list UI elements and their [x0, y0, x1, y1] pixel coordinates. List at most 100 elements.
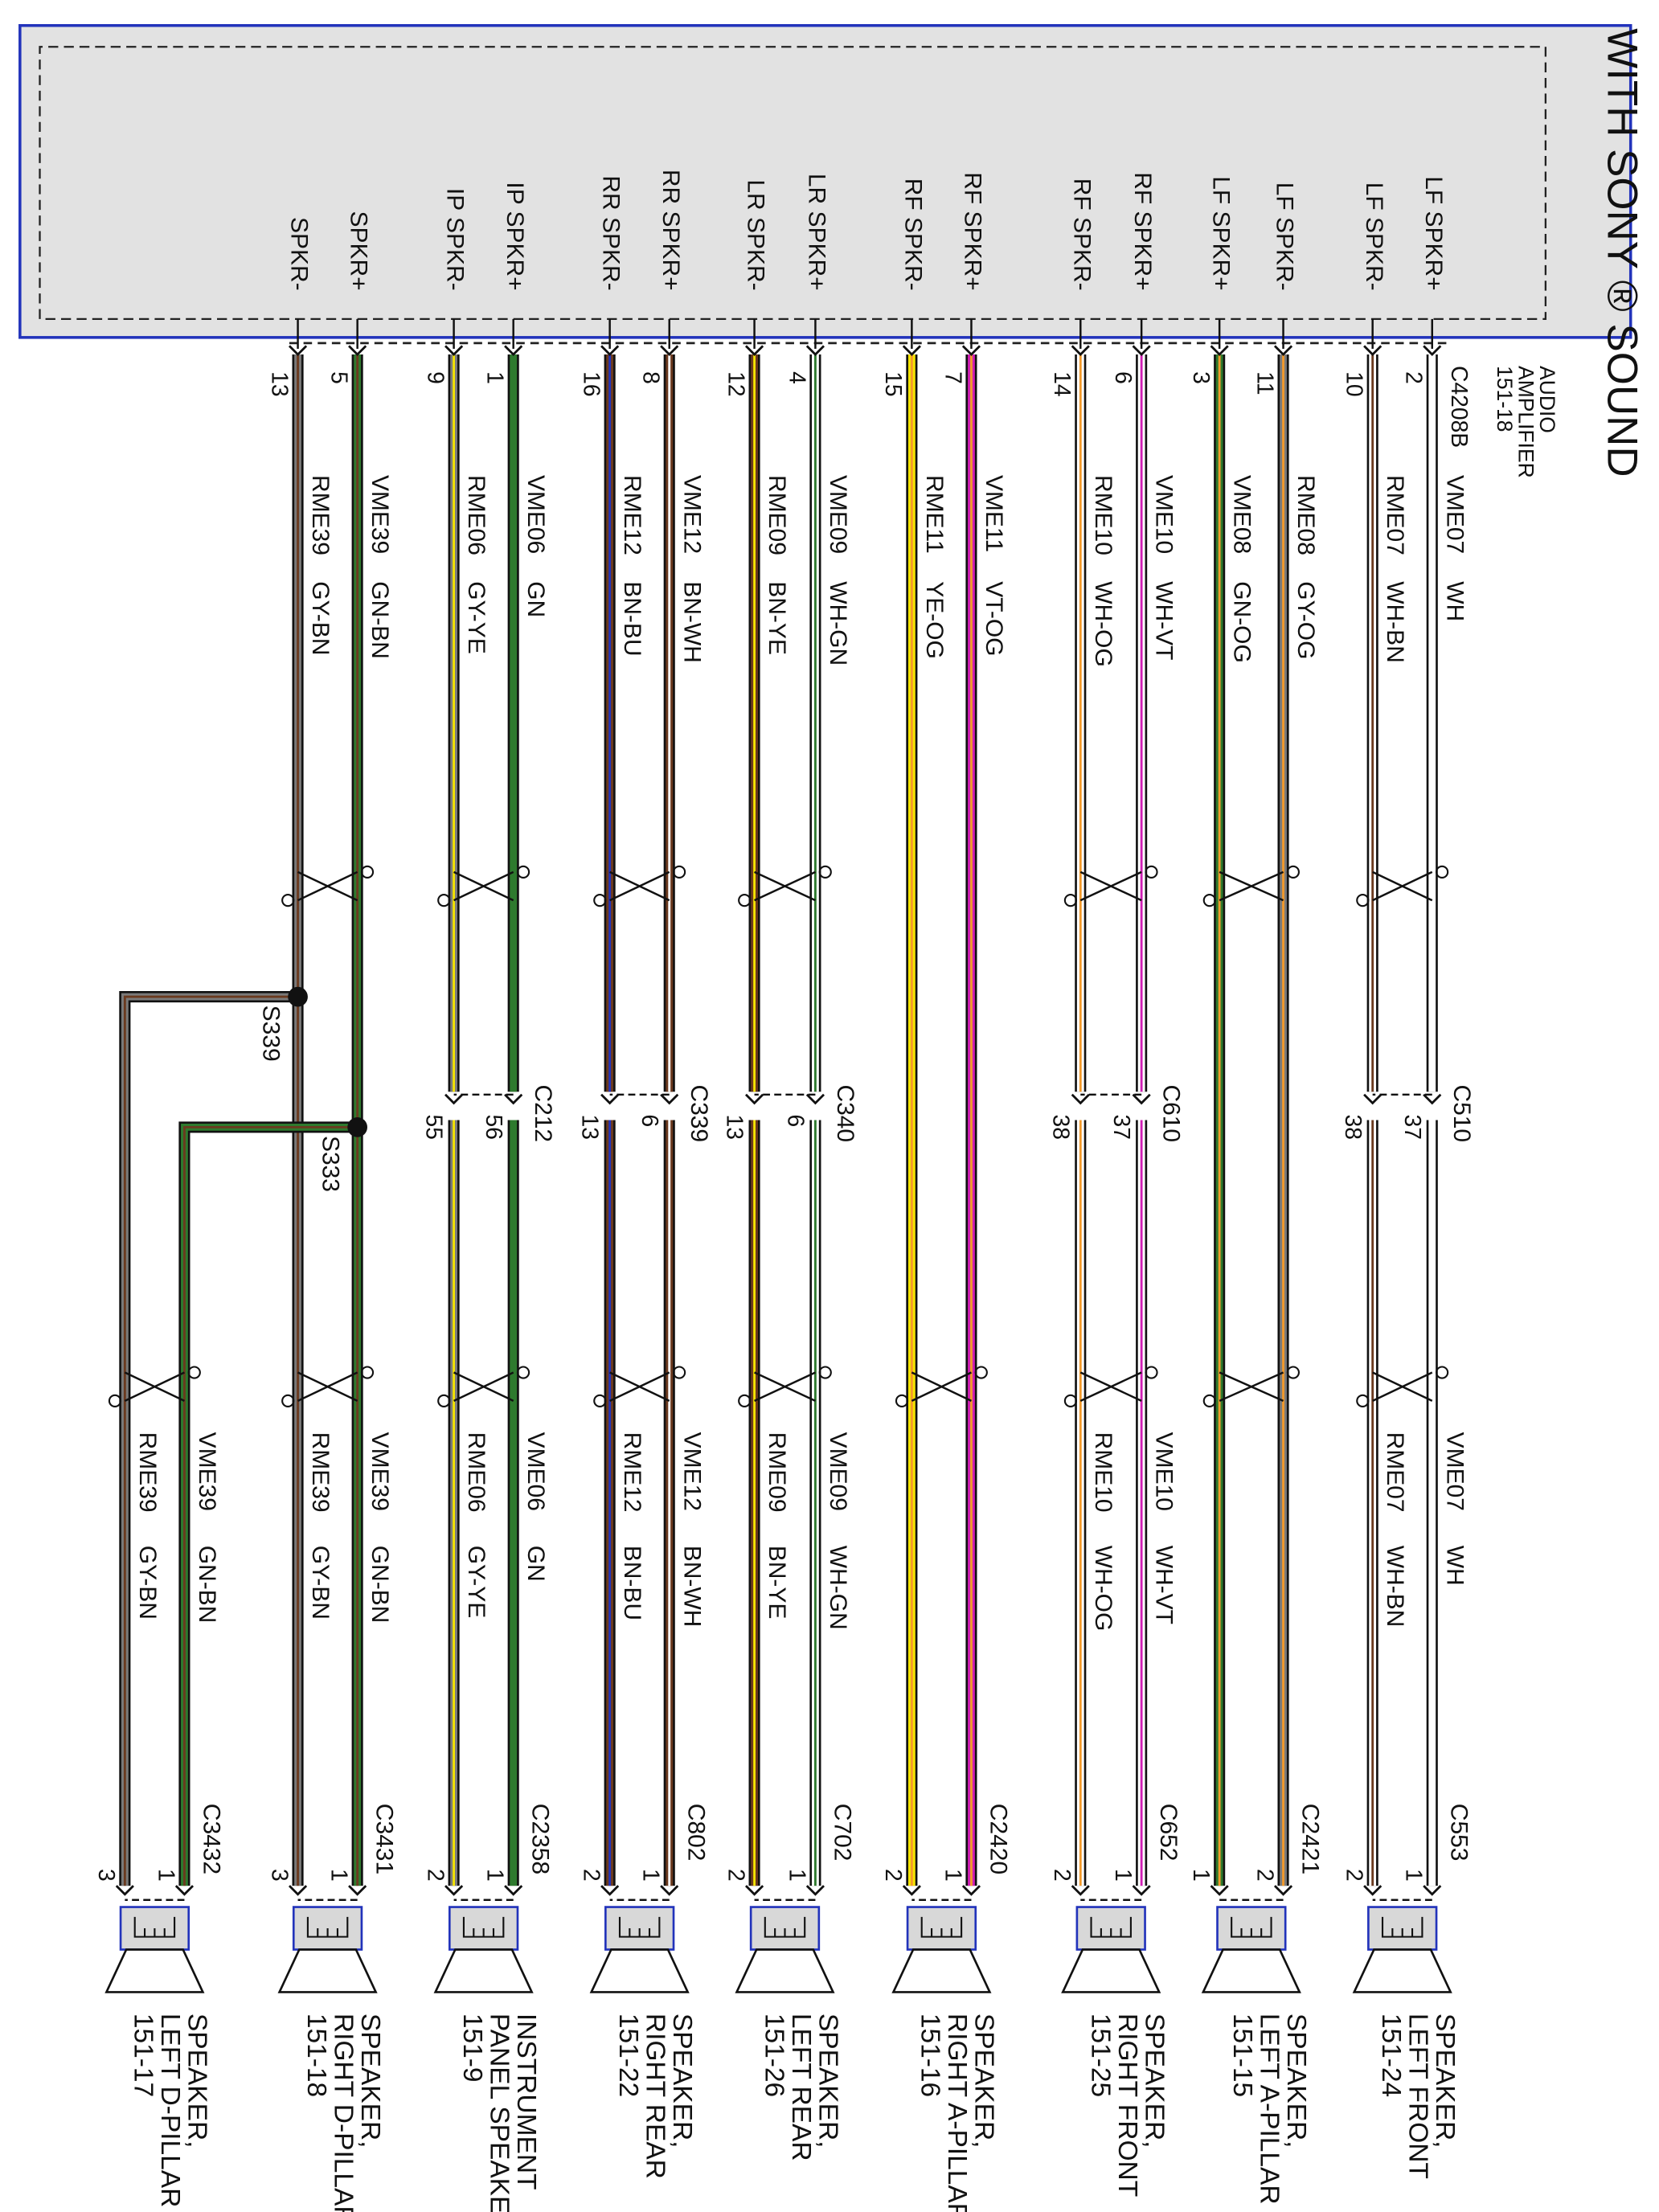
twist-loop [1286, 1366, 1301, 1379]
twist [1079, 870, 1142, 902]
amplifier-box [18, 23, 1632, 339]
twist-loop [1286, 865, 1301, 879]
connector-terminal [1132, 1093, 1151, 1105]
speaker-name: RIGHT D-PILLAR [328, 2013, 358, 2212]
twist-loop [516, 1366, 530, 1379]
speaker-name: SPEAKER, [969, 2013, 999, 2149]
speaker-connector: C3432 [198, 1804, 224, 1874]
circuit-label: RME07 [1382, 1432, 1408, 1513]
connector-terminal [444, 1093, 464, 1105]
wire-color-label: GY-YE [463, 581, 490, 654]
speaker-coil [1381, 1916, 1423, 1938]
connector-terminal [961, 1885, 981, 1896]
pin-number: 7 [940, 371, 966, 384]
circuit-label: RME07 [1382, 475, 1408, 555]
splice-label: S333 [317, 1136, 343, 1192]
inline-connector: C610 [1157, 1084, 1184, 1142]
connector-terminal [504, 1093, 523, 1105]
wire-color-label: BN-YE [764, 581, 790, 655]
pin-number: 2 [1050, 1869, 1075, 1882]
wire-color-label: WH-VT [1151, 1546, 1178, 1624]
speaker-connector: C3431 [371, 1804, 397, 1874]
speaker-ref: 151-17 [129, 2013, 158, 2097]
twist-loop [1356, 894, 1370, 907]
wire-color-label: GN-BN [194, 1546, 220, 1624]
connector-terminal [504, 1885, 523, 1896]
speaker-name: RIGHT FRONT [1112, 2013, 1142, 2197]
speaker-ref: 151-22 [613, 2013, 643, 2097]
pin-number: 38 [1341, 1115, 1366, 1140]
pin-number: 3 [1189, 371, 1215, 384]
circuit-label: VME12 [678, 1432, 705, 1511]
circuit-label: RME12 [619, 1432, 645, 1513]
diagram-body: WITH SONY ® SOUND AUDIO AMPLIFIER 151-18… [18, 23, 1646, 2212]
pin-number: 2 [1402, 371, 1428, 384]
pin-number: 4 [784, 371, 810, 384]
wire-color-label: GY-OG [1292, 581, 1319, 659]
wire-stripe [183, 1125, 358, 1886]
twist-loop [516, 865, 530, 879]
pin-number: 56 [481, 1115, 507, 1140]
amplifier-terminal: RF SPKR- [899, 178, 926, 291]
twist [124, 1371, 185, 1402]
pin-number: 3 [94, 1869, 120, 1882]
connector-terminal [660, 345, 679, 356]
connector-terminal [1423, 1093, 1442, 1105]
twist-loop [593, 894, 607, 907]
circuit-label: RME39 [307, 1432, 334, 1513]
speaker-name: SPEAKER, [182, 2013, 212, 2149]
speaker-coil [1090, 1916, 1132, 1938]
connector-terminal [1071, 1885, 1090, 1896]
circuit-label: VME08 [1229, 475, 1256, 554]
circuit-label: VME07 [1441, 475, 1468, 554]
twist-loop [593, 1394, 607, 1407]
twist-loop [1435, 865, 1449, 879]
amplifier-name: AUDIO [1535, 366, 1559, 433]
wire-color-label: BN-YE [764, 1546, 790, 1620]
wire-color-label: BN-WH [678, 581, 705, 663]
twist-loop [360, 865, 375, 879]
circuit-label: VME06 [522, 1432, 549, 1511]
speaker-horn [104, 1948, 205, 1993]
connector-terminal [1423, 1885, 1442, 1896]
wire-color-label: WH-GN [825, 581, 851, 666]
pin-number: 8 [639, 371, 665, 384]
connector-terminal [348, 345, 367, 356]
twist [1372, 1371, 1433, 1402]
pin-number: 6 [784, 1115, 809, 1128]
pin-number: 1 [483, 1869, 509, 1882]
speaker-name: LEFT FRONT [1403, 2013, 1432, 2179]
splice-label: S339 [257, 1006, 284, 1062]
pin-number: 55 [422, 1115, 448, 1140]
wire-color-label: GY-BN [134, 1546, 161, 1620]
circuit-label: VME06 [522, 475, 549, 554]
speaker-name: SPEAKER, [355, 2013, 385, 2149]
connector-terminal [744, 1093, 764, 1105]
speaker-coil [920, 1916, 963, 1938]
speaker-ref: 151-24 [1376, 2013, 1406, 2097]
twist-loop [360, 1366, 375, 1379]
pin-number: 1 [483, 371, 509, 384]
wire-color-label: WH-GN [825, 1546, 851, 1630]
amplifier-terminal: LF SPKR- [1272, 182, 1298, 291]
pin-number: 1 [784, 1869, 810, 1882]
pin-number: 2 [881, 1869, 907, 1882]
twist-loop [437, 894, 451, 907]
connector-terminal [1363, 1885, 1382, 1896]
speaker-connector: C553 [1446, 1804, 1473, 1862]
circuit-label: RME08 [1292, 475, 1319, 555]
twist-loop [974, 1366, 988, 1379]
twist [754, 1371, 816, 1402]
connector-terminal [744, 345, 764, 356]
splice [347, 1117, 367, 1137]
twist [453, 1371, 514, 1402]
wire-color-label: WH-OG [1090, 581, 1116, 667]
pin-number: 2 [579, 1869, 604, 1882]
twist-loop [1145, 865, 1158, 879]
circuit-label: RME12 [619, 475, 645, 555]
twist-loop [818, 1366, 832, 1379]
wire-color-label: WH [1441, 581, 1468, 621]
circuit-label: RME11 [921, 475, 948, 554]
inline-connector: C510 [1448, 1084, 1475, 1142]
